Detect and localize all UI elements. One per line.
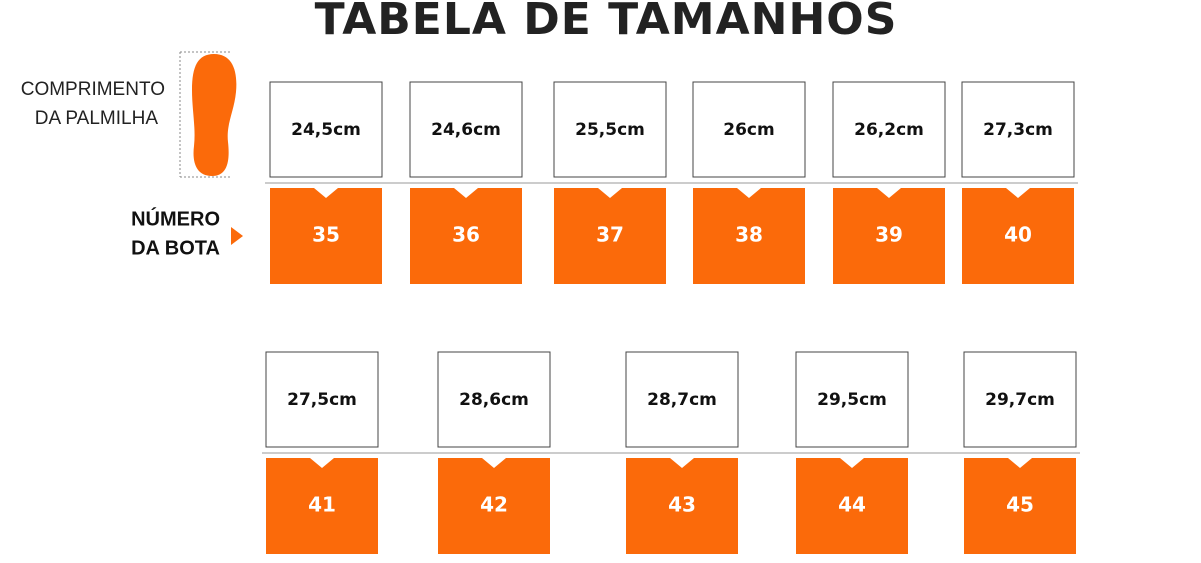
- size-text: 44: [838, 493, 866, 517]
- length-box: [437, 351, 551, 448]
- length-label: DA PALMILHA: [35, 108, 159, 129]
- size-box: [410, 188, 522, 284]
- length-box: [963, 351, 1077, 448]
- size-label: NÚMERO: [131, 206, 220, 230]
- length-text: 24,6cm: [431, 120, 501, 140]
- length-box: [961, 81, 1075, 178]
- length-text: 29,7cm: [985, 390, 1055, 410]
- length-text: 26,2cm: [854, 120, 924, 140]
- notch: [670, 458, 694, 468]
- size-box: [962, 188, 1074, 284]
- size-box: [833, 188, 945, 284]
- length-box: [409, 81, 523, 178]
- size-text: 45: [1006, 493, 1034, 517]
- foot-icon: [179, 51, 237, 178]
- size-box: [438, 458, 550, 554]
- notch: [1008, 458, 1032, 468]
- size-text: 39: [875, 223, 903, 247]
- length-text: 29,5cm: [817, 390, 887, 410]
- size-text: 36: [452, 223, 480, 247]
- size-box: [266, 458, 378, 554]
- size-label: DA BOTA: [131, 237, 220, 259]
- size-text: 40: [1004, 223, 1032, 247]
- length-text: 27,3cm: [983, 120, 1053, 140]
- title: TABELA DE TAMANHOS: [315, 0, 898, 45]
- length-box: [692, 81, 806, 178]
- arrow: [231, 227, 243, 245]
- length-box: [553, 81, 667, 178]
- notch: [737, 188, 761, 198]
- size-text: 43: [668, 493, 696, 517]
- notch: [482, 458, 506, 468]
- length-text: 28,7cm: [647, 390, 717, 410]
- length-box: [795, 351, 909, 448]
- notch: [310, 458, 334, 468]
- size-text: 41: [308, 493, 336, 517]
- length-box: [625, 351, 739, 448]
- size-box: [270, 188, 382, 284]
- notch: [314, 188, 338, 198]
- size-box: [693, 188, 805, 284]
- notch: [840, 458, 864, 468]
- size-box: [554, 188, 666, 284]
- size-box: [796, 458, 908, 554]
- size-box: [626, 458, 738, 554]
- notch: [454, 188, 478, 198]
- length-box: [269, 81, 383, 178]
- size-text: 38: [735, 223, 763, 247]
- length-text: 25,5cm: [575, 120, 645, 140]
- notch: [598, 188, 622, 198]
- size-text: 42: [480, 493, 508, 517]
- size-text: 37: [596, 223, 624, 247]
- size-box: [964, 458, 1076, 554]
- size-text: 35: [312, 223, 340, 247]
- length-text: 27,5cm: [287, 390, 357, 410]
- notch: [1006, 188, 1030, 198]
- notch: [877, 188, 901, 198]
- length-text: 26cm: [723, 120, 774, 140]
- length-box: [265, 351, 379, 448]
- length-text: 24,5cm: [291, 120, 361, 140]
- length-box: [832, 81, 946, 178]
- length-text: 28,6cm: [459, 390, 529, 410]
- length-label: COMPRIMENTO: [21, 79, 165, 100]
